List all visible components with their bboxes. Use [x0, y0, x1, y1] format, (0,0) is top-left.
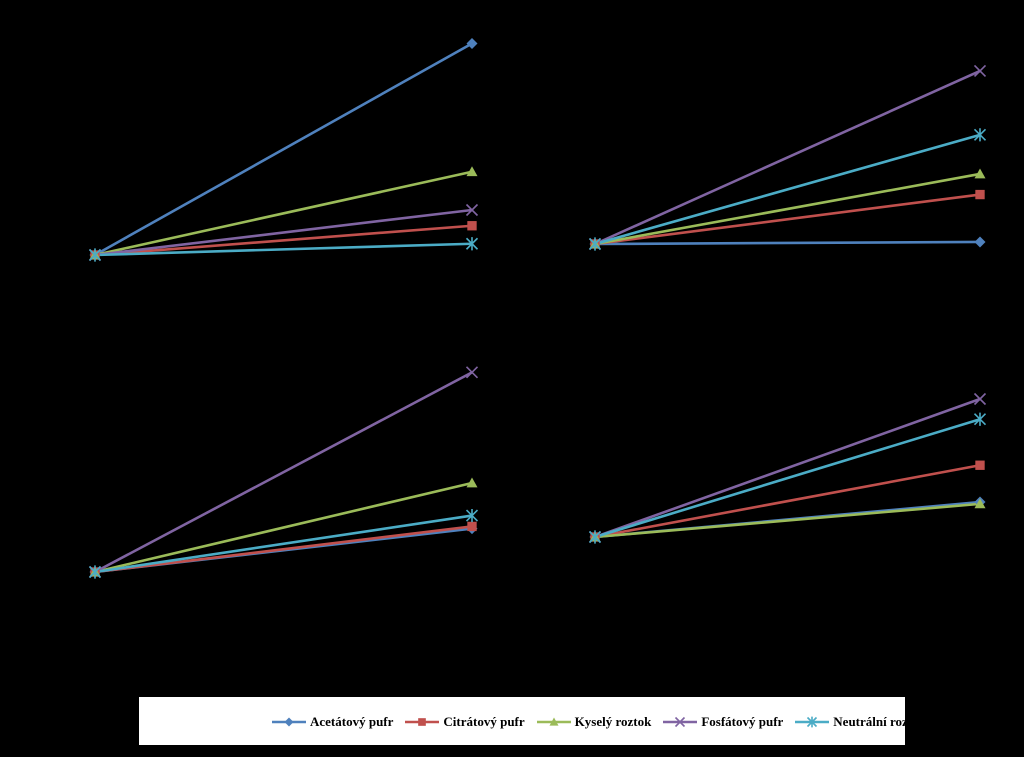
data-point-fosfatovy-pufr — [973, 392, 987, 406]
legend-label: Acetátový pufr — [310, 714, 394, 729]
data-point-neutralni-roztok — [588, 530, 602, 544]
series-line-citratovy-pufr — [94, 224, 473, 257]
data-point-kysely-roztok — [466, 166, 478, 177]
chart-panel-1 — [88, 38, 479, 262]
data-point-fosfatovy-pufr — [973, 64, 987, 78]
data-point-citratovy-pufr — [467, 521, 477, 532]
legend-marker-triangle — [549, 717, 559, 726]
legend-label: Fosfátový pufr — [701, 714, 784, 729]
legend-item-acetatovy-pufr: Acetátový pufr — [272, 714, 393, 730]
series-line-citratovy-pufr — [94, 525, 473, 574]
chart-panel-2 — [588, 64, 987, 251]
legend — [139, 697, 905, 745]
legend-swatch-kysely-roztok — [536, 717, 571, 726]
chart-panel-4 — [588, 392, 987, 544]
series-line-fosfatovy-pufr — [94, 371, 473, 574]
legend-item-kysely-roztok: Kyselý roztok — [536, 714, 652, 730]
legend-item-fosfatovy-pufr: Fosfátový pufr — [663, 714, 783, 730]
legend-shadow — [263, 745, 905, 757]
legend-swatch-fosfatovy-pufr — [663, 716, 698, 728]
legend-label: Citrátový pufr — [443, 714, 525, 729]
data-point-citratovy-pufr — [975, 189, 985, 200]
legend-marker-diamond — [284, 717, 294, 727]
data-point-fosfatovy-pufr — [465, 203, 479, 217]
data-point-fosfatovy-pufr — [465, 366, 479, 379]
data-point-neutralni-roztok — [465, 508, 479, 523]
legend-item-citratovy-pufr: Citrátový pufr — [405, 714, 525, 730]
legend-label: Kyselý roztok — [574, 714, 652, 729]
series-line-fosfatovy-pufr — [94, 208, 473, 257]
data-point-neutralni-roztok — [973, 412, 987, 426]
series-line-kysely-roztok — [94, 170, 473, 257]
data-point-neutralni-roztok — [465, 237, 479, 251]
legend-items: Acetátový pufr Citrátový pufr Kyselý roz… — [272, 708, 926, 736]
data-point-neutralni-roztok — [88, 565, 102, 579]
series-line-acetatovy-pufr — [594, 240, 981, 246]
data-point-acetatovy-pufr — [466, 38, 478, 49]
data-point-kysely-roztok — [974, 498, 986, 509]
data-point-neutralni-roztok — [88, 248, 102, 262]
series-line-fosfatovy-pufr — [594, 69, 981, 246]
series-line-citratovy-pufr — [594, 463, 981, 539]
series-line-neutralni-roztok — [94, 242, 473, 257]
data-point-neutralni-roztok — [973, 128, 987, 142]
series-line-acetatovy-pufr — [94, 42, 473, 257]
series-line-neutralni-roztok — [94, 514, 473, 574]
series-line-neutralni-roztok — [594, 133, 981, 246]
legend-label: Neutrální roztok — [833, 714, 926, 729]
legend-marker-x — [675, 716, 686, 728]
series-line-neutralni-roztok — [594, 417, 981, 539]
legend-marker-star — [807, 716, 818, 728]
legend-swatch-citratovy-pufr — [405, 718, 440, 726]
chart-panel-3 — [88, 366, 479, 579]
data-point-kysely-roztok — [974, 168, 986, 179]
data-point-citratovy-pufr — [467, 221, 477, 231]
data-point-acetatovy-pufr — [974, 236, 986, 248]
data-point-neutralni-roztok — [588, 237, 602, 251]
series-line-kysely-roztok — [94, 481, 473, 574]
data-point-citratovy-pufr — [975, 460, 985, 470]
data-point-kysely-roztok — [466, 477, 478, 488]
series-line-kysely-roztok — [594, 502, 981, 539]
legend-item-neutralni-roztok: Neutrální roztok — [795, 714, 926, 730]
series-line-fosfatovy-pufr — [594, 397, 981, 539]
series-line-kysely-roztok — [594, 172, 981, 246]
legend-marker-square — [418, 718, 427, 726]
legend-swatch-acetatovy-pufr — [272, 717, 306, 727]
series-line-citratovy-pufr — [594, 193, 981, 246]
legend-swatch-neutralni-roztok — [795, 716, 830, 728]
